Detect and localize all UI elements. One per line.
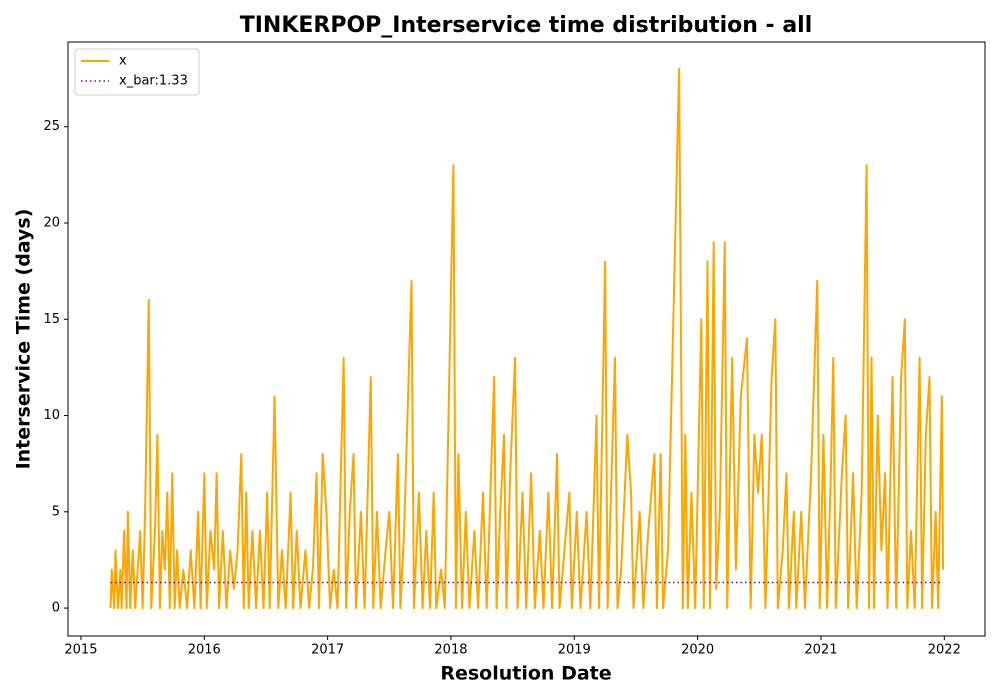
y-tick-label: 25 [43,119,60,134]
y-axis-label: Interservice Time (days) [13,209,35,470]
legend: x x_bar:1.33 [74,48,200,96]
y-tick-label: 0 [52,601,60,616]
series-line [109,67,945,610]
x-tick-label: 2018 [434,643,467,658]
chart-title: TINKERPOP_Interservice time distribution… [240,13,813,38]
x-tick-label: 2015 [64,643,97,658]
x-tick-label: 2016 [188,643,221,658]
x-axis-label: Resolution Date [440,663,611,685]
legend-label: x [119,54,127,69]
x-tick-label: 2021 [804,643,837,658]
x-tick-label: 2022 [928,643,961,658]
legend-label: x_bar:1.33 [119,74,188,89]
y-tick-label: 5 [52,504,60,519]
x-tick-label: 2020 [681,643,714,658]
y-tick-label: 10 [43,408,60,423]
y-tick-label: 20 [43,215,60,230]
plot-frame [67,41,986,637]
x-tick-label: 2019 [558,643,591,658]
y-tick-label: 15 [43,312,60,327]
x-tick-label: 2017 [311,643,344,658]
